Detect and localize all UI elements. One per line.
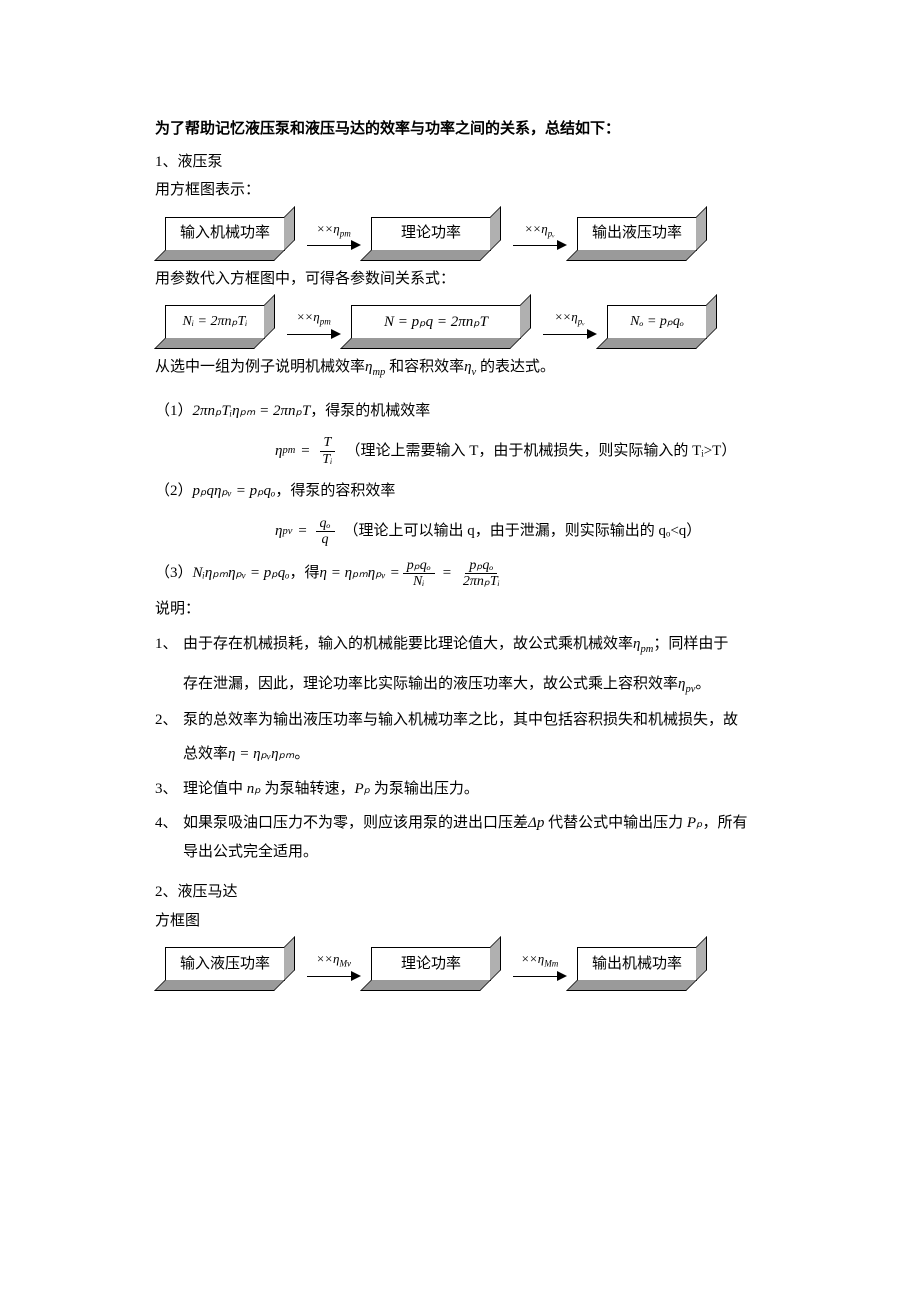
pump-eq3: （3） Nᵢηₚₘηₚᵥ = pₚqₒ ，得 η = ηₚₘηₚᵥ = pₚqₒ… bbox=[155, 558, 765, 590]
pump-eq1: （1） 2πnₚTᵢηₚₘ = 2πnₚT ，得泵的机械效率 bbox=[155, 397, 765, 426]
pump-intro1: 用方框图表示： bbox=[155, 176, 765, 205]
pump-flow2: Nᵢ = 2πnₚTᵢ ××ηpm N = pₚq = 2πnₚT ××ηpᵥ … bbox=[165, 305, 765, 339]
pump-eq2: （2） pₚqηₚᵥ = pₚqₒ ，得泵的容积效率 bbox=[155, 477, 765, 506]
flow2-arrow2: ××ηpᵥ bbox=[543, 305, 597, 339]
pump-select-line: 从选中一组为例子说明机械效率ηmp 和容积效率ηv 的表达式。 bbox=[155, 353, 765, 383]
pump-heading: 1、液压泵 bbox=[155, 148, 765, 177]
mflow-arrow1: ××ηMv bbox=[307, 947, 361, 981]
explain-3: 3、 理论值中 nₚ 为泵轴转速，Pₚ 为泵输出压力。 bbox=[155, 775, 765, 804]
mflow-box3: 输出机械功率 bbox=[577, 947, 697, 981]
mflow-box2: 理论功率 bbox=[371, 947, 491, 981]
motor-intro: 方框图 bbox=[155, 907, 765, 936]
motor-flow: 输入液压功率 ××ηMv 理论功率 ××ηMm 输出机械功率 bbox=[165, 947, 765, 981]
flow1-arrow2: ××ηpᵥ bbox=[513, 217, 567, 251]
doc-title: 为了帮助记忆液压泵和液压马达的效率与功率之间的关系，总结如下： bbox=[155, 115, 765, 144]
flow2-box2: N = pₚq = 2πnₚT bbox=[351, 305, 521, 339]
flow2-arrow1: ××ηpm bbox=[287, 305, 341, 339]
explain-head: 说明： bbox=[155, 595, 765, 624]
explain-1: 1、 由于存在机械损耗，输入的机械能要比理论值大，故公式乘机械效率ηpm；同样由… bbox=[155, 630, 765, 700]
flow1-box2: 理论功率 bbox=[371, 217, 491, 251]
pump-eq2-frac: ηpv = qₒq （理论上可以输出 q，由于泄漏，则实际输出的 qₒ<q） bbox=[275, 516, 765, 548]
explain-4: 4、 如果泵吸油口压力不为零，则应该用泵的进出口压差Δp 代替公式中输出压力 P… bbox=[155, 809, 765, 866]
mflow-box1: 输入液压功率 bbox=[165, 947, 285, 981]
pump-intro2: 用参数代入方框图中，可得各参数间关系式： bbox=[155, 265, 765, 294]
flow1-box1: 输入机械功率 bbox=[165, 217, 285, 251]
flow2-box3: Nₒ = pₚqₒ bbox=[607, 305, 707, 339]
motor-heading: 2、液压马达 bbox=[155, 878, 765, 907]
mflow-arrow2: ××ηMm bbox=[513, 947, 567, 981]
pump-flow1: 输入机械功率 ××ηpm 理论功率 ××ηpᵥ 输出液压功率 bbox=[165, 217, 765, 251]
flow1-arrow1: ××ηpm bbox=[307, 217, 361, 251]
flow2-box1: Nᵢ = 2πnₚTᵢ bbox=[165, 305, 265, 339]
flow1-box3: 输出液压功率 bbox=[577, 217, 697, 251]
explain-2: 2、 泵的总效率为输出液压功率与输入机械功率之比，其中包括容积损失和机械损失，故… bbox=[155, 706, 765, 769]
pump-eq1-frac: ηpm = TTᵢ （理论上需要输入 T，由于机械损失，则实际输入的 Tᵢ>T） bbox=[275, 435, 765, 467]
